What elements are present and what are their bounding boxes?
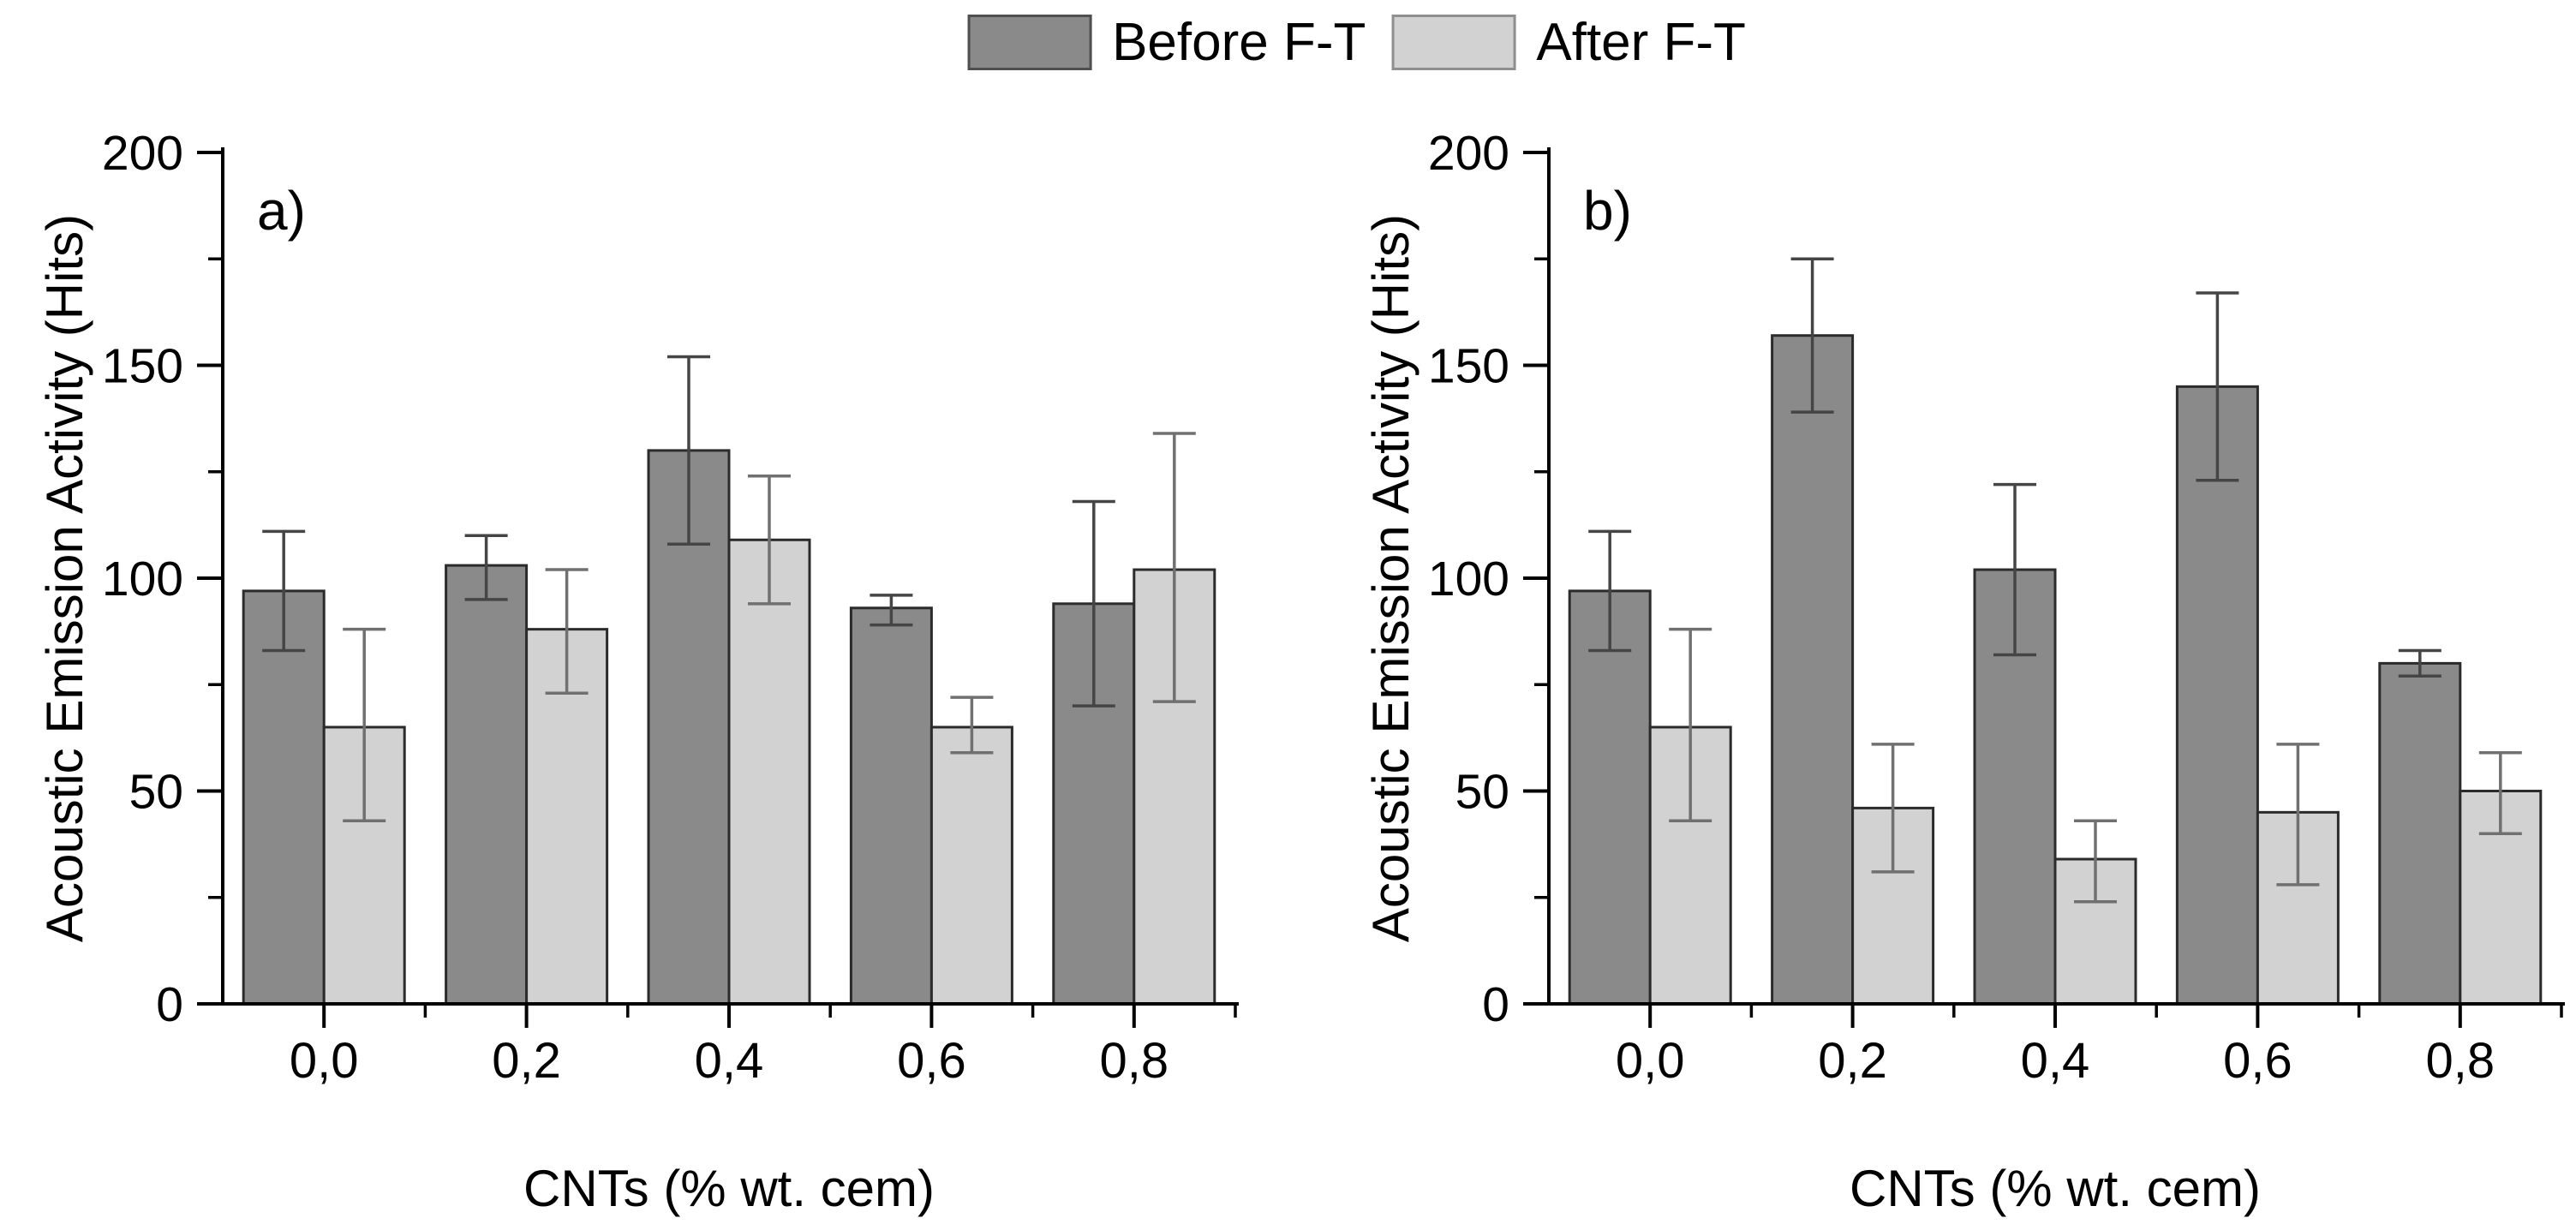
y-axis-title: Acoustic Emission Activity (Hits)	[1362, 214, 1419, 942]
x-tick-label: 0,6	[897, 1033, 966, 1089]
error-bar-after-0,8	[2478, 751, 2522, 835]
bar-after-0,2	[525, 628, 609, 1006]
legend-item-before: Before F-T	[967, 12, 1366, 73]
panel-letter: a)	[257, 180, 306, 242]
x-tick-label: 0,4	[695, 1033, 764, 1089]
legend-swatch-after-icon	[1391, 15, 1516, 70]
error-bar-after-0,0	[343, 627, 386, 823]
bar-after-0,4	[727, 538, 811, 1006]
bar-before-0,6	[849, 606, 933, 1006]
x-tick-label: 0,8	[1099, 1033, 1168, 1089]
error-bar-before-0,4	[667, 355, 710, 546]
x-tick-label: 0,2	[492, 1033, 561, 1089]
bar-before-0,8	[2378, 661, 2462, 1006]
panel-a: 0 50 100 150 200 0,0 0,2 0,4 0,6 0,8 CNTs (% wt. c…	[36, 126, 1239, 1217]
y-tick-label: 200	[102, 126, 183, 181]
error-bar-after-0,4	[2074, 819, 2117, 904]
legend-label-after: After F-T	[1536, 13, 1746, 72]
bar-before-0,6	[2175, 385, 2259, 1006]
x-tick-label: 0,6	[2223, 1033, 2292, 1089]
legend-swatch-before-icon	[967, 15, 1092, 70]
error-bar-before-0,2	[464, 534, 508, 601]
legend-item-after: After F-T	[1391, 12, 1746, 73]
y-tick-label: 100	[1428, 552, 1509, 606]
y-tick-label: 150	[102, 339, 183, 394]
y-tick-label: 0	[156, 977, 183, 1032]
x-tick-label: 0,4	[2021, 1033, 2090, 1089]
error-bar-after-0,4	[748, 474, 791, 606]
error-bar-before-0,0	[1588, 529, 1632, 653]
error-bar-before-0,0	[262, 529, 306, 653]
y-tick-label: 50	[129, 765, 183, 820]
error-bar-before-0,4	[1993, 482, 2036, 657]
bar-before-0,0	[1568, 589, 1652, 1006]
error-bar-after-0,2	[545, 568, 589, 695]
error-bar-after-0,6	[2276, 743, 2320, 887]
legend-label-before: Before F-T	[1112, 13, 1366, 72]
x-axis-title: CNTs (% wt. cem)	[523, 1160, 935, 1217]
x-tick-label: 0,0	[290, 1033, 359, 1089]
x-axis-title: CNTs (% wt. cem)	[1850, 1160, 2261, 1217]
y-axis-title: Acoustic Emission Activity (Hits)	[36, 214, 93, 942]
error-bar-after-0,0	[1669, 627, 1712, 823]
panel-b: 0 50 100 150 200 0,0 0,2 0,4 0,6 0,8 CNTs (% wt. c…	[1362, 126, 2565, 1217]
panel-letter: b)	[1583, 180, 1632, 242]
error-bar-after-0,8	[1152, 432, 1196, 703]
error-bar-before-0,6	[870, 594, 913, 627]
y-tick-label: 150	[1428, 339, 1509, 394]
bar-after-0,6	[929, 725, 1013, 1006]
x-tick-label: 0,2	[1818, 1033, 1887, 1089]
legend: Before F-T After F-T	[967, 12, 1746, 73]
y-tick-label: 0	[1482, 977, 1509, 1032]
error-bar-before-0,8	[2398, 648, 2442, 678]
error-bar-after-0,2	[1871, 743, 1915, 874]
x-tick-label: 0,0	[1616, 1033, 1685, 1089]
bar-before-0,0	[242, 589, 326, 1006]
y-tick-label: 50	[1455, 765, 1509, 820]
error-bar-before-0,6	[2196, 291, 2239, 482]
error-bar-before-0,8	[1072, 499, 1115, 708]
bar-before-0,2	[445, 564, 529, 1006]
x-tick-label: 0,8	[2425, 1033, 2495, 1089]
y-tick-label: 100	[102, 552, 183, 606]
y-tick-label: 200	[1428, 126, 1509, 181]
error-bar-after-0,6	[950, 696, 994, 755]
error-bar-before-0,2	[1790, 257, 1834, 414]
bar-before-0,2	[1771, 334, 1855, 1006]
